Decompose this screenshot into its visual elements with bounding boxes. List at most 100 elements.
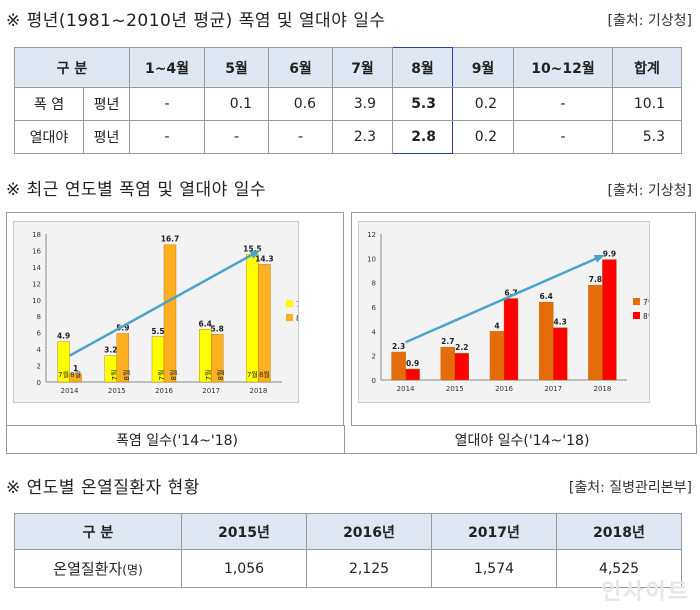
value-cell: 10.1 — [612, 87, 682, 121]
y-tick-label: 8 — [37, 313, 41, 321]
header-cell: 2016년 — [306, 513, 432, 550]
header-cell: 9월 — [452, 47, 514, 88]
y-tick-label: 2 — [37, 363, 41, 371]
header-cell: 2015년 — [181, 513, 307, 550]
tropical-night-chart-box: 0 2 4 6 8 10 12 2014 2.3 0.9 2015 2.7 2.2 2016 4 6.7 201… — [351, 212, 696, 426]
normal-days-table: 구 분 1~4월 5월 6월 7월 8월 9월 10~12월 합계 폭 염 평년… — [14, 47, 682, 154]
trend-arrow-line — [405, 255, 600, 344]
data-label: 0.9 — [406, 359, 419, 368]
y-tick-label: 6 — [372, 304, 377, 312]
data-label: 7.8 — [589, 275, 602, 284]
data-label: 15.5 — [243, 245, 262, 254]
bar-7월 — [588, 284, 603, 381]
x-tick-label: 2017 — [544, 385, 562, 393]
bar-7월 — [246, 254, 259, 383]
value-cell: 2.8 — [392, 120, 453, 154]
header-cell: 1~4월 — [129, 47, 205, 88]
header-cell: 6월 — [268, 47, 333, 88]
value-cell: - — [204, 120, 269, 154]
value-cell: 0.1 — [204, 87, 269, 121]
patients-label: 온열질환자 — [53, 560, 123, 578]
header-cell: 10~12월 — [513, 47, 613, 88]
in-bar-label: 7월 — [157, 370, 166, 381]
row-sublabel: 평년 — [83, 120, 130, 154]
heatwave-chart: 02468101214161820144.97월18월20153.27월5.98… — [32, 231, 308, 395]
patients-unit: (명) — [122, 563, 143, 577]
legend-label: 8월 — [643, 311, 649, 321]
y-tick-label: 0 — [37, 379, 41, 387]
data-label: 4 — [494, 321, 499, 330]
header-cell: 5월 — [204, 47, 269, 88]
trend-arrow-head — [593, 254, 605, 263]
chart-caption-row: 폭염 일수('14~'18) 열대야 일수('14~'18) — [6, 425, 697, 454]
in-bar-label: 7월 — [204, 370, 213, 381]
y-tick-label: 8 — [372, 280, 376, 288]
value-cell: 2.3 — [332, 120, 393, 154]
data-label: 3.2 — [104, 346, 117, 355]
x-tick-label: 2014 — [61, 387, 79, 395]
data-label: 2.7 — [441, 337, 454, 346]
value-cell: 0.6 — [268, 87, 333, 121]
row-label: 온열질환자(명) — [14, 549, 182, 588]
data-label: 6.4 — [199, 319, 212, 328]
x-tick-label: 2015 — [446, 385, 464, 393]
bar-7월 — [391, 351, 406, 381]
in-bar-label: 7월 — [247, 370, 258, 379]
bar-8월 — [454, 353, 470, 381]
in-bar-label: 8월 — [259, 370, 270, 379]
bar-7월 — [489, 331, 505, 381]
in-bar-label: 8월 — [169, 370, 178, 381]
data-label: 5.8 — [211, 324, 224, 333]
value-cell: - — [513, 87, 613, 121]
y-tick-label: 2 — [372, 353, 376, 361]
legend-swatch — [286, 314, 293, 321]
value-cell: 3.9 — [332, 87, 393, 121]
bar-8월 — [405, 368, 420, 381]
bar-8월 — [258, 264, 271, 383]
tropical-night-chart-area: 0 2 4 6 8 10 12 2014 2.3 0.9 2015 2.7 2.2 2016 4 6.7 201… — [358, 221, 655, 403]
in-bar-label: 8월 — [70, 370, 81, 379]
legend-swatch — [286, 300, 293, 307]
value-cell: - — [129, 120, 205, 154]
data-label: 5.5 — [151, 327, 164, 336]
trend-arrow-head — [249, 250, 261, 259]
data-label: 4.3 — [554, 318, 567, 327]
bar-8월 — [602, 259, 617, 381]
data-label: 9.9 — [603, 250, 616, 259]
legend-swatch — [633, 298, 640, 305]
heatwave-chart-area: 0 2 4 6 8 10 12 14 16 18 2014 4.9 7월 1 8월 2015 3.2 7월 5.9 8… — [13, 221, 308, 403]
header-cell: 구 분 — [14, 513, 182, 550]
y-tick-label: 14 — [32, 264, 41, 272]
x-tick-label: 2016 — [495, 385, 513, 393]
bar-7월 — [538, 301, 554, 381]
tropical-night-caption: 열대야 일수('14~'18) — [454, 433, 590, 449]
data-label: 4.9 — [57, 332, 70, 341]
value-cell: 1,056 — [181, 549, 307, 588]
x-tick-label: 2016 — [155, 387, 173, 395]
data-label: 16.7 — [161, 235, 180, 244]
x-tick-label: 2015 — [108, 387, 126, 395]
y-tick-label: 12 — [367, 231, 376, 239]
value-cell: - — [268, 120, 333, 154]
value-cell: 5.3 — [612, 120, 682, 154]
row-label: 열대야 — [14, 120, 84, 154]
header-cell: 구 분 — [14, 47, 130, 88]
value-cell: 0.2 — [452, 87, 514, 121]
y-tick-label: 18 — [32, 231, 41, 239]
patients-table: 구 분 2015년 2016년 2017년 2018년 온열질환자(명) 1,0… — [14, 513, 682, 588]
data-label: 2.2 — [455, 343, 468, 352]
bar-7월 — [440, 346, 456, 381]
section3-title: ※ 연도별 온열질환자 현황 — [6, 478, 200, 498]
in-bar-label: 7월 — [58, 370, 69, 379]
legend-label: 7월 — [643, 297, 649, 307]
section3-source: [출처: 질병관리본부] — [568, 480, 692, 496]
in-bar-label: 8월 — [216, 370, 225, 381]
value-cell: 4,525 — [556, 549, 682, 588]
section2-source: [출처: 기상청] — [607, 183, 693, 199]
bar-8월 — [69, 373, 82, 383]
header-cell: 7월 — [332, 47, 393, 88]
header-cell: 2018년 — [556, 513, 682, 550]
header-cell: 합계 — [612, 47, 682, 88]
data-label: 2.3 — [392, 342, 405, 351]
x-tick-label: 2018 — [249, 387, 267, 395]
